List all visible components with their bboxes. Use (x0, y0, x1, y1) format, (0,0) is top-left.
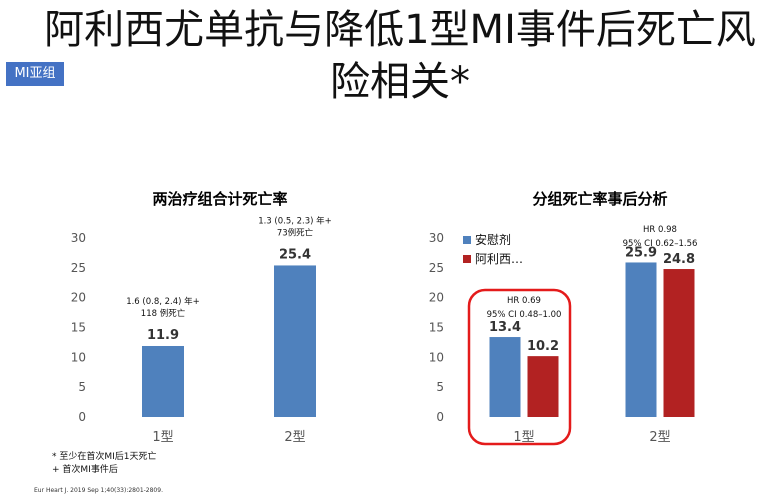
chart2-ytick-label: 15 (429, 321, 444, 335)
chart2-value-label: 13.4 (489, 320, 521, 335)
chart1-bar (142, 345, 184, 417)
chart2-legend-label: 阿利西… (475, 252, 523, 266)
citation: Eur Heart J. 2019 Sep 1;40(33):2801-2809… (34, 487, 163, 494)
chart2-category-label: 2型 (649, 430, 670, 445)
chart2-ytick-label: 25 (429, 261, 444, 275)
chart2-ytick-label: 20 (429, 291, 444, 305)
chart1-category-label: 1型 (152, 430, 173, 445)
chart1-ytick-label: 20 (71, 291, 86, 305)
chart2-annotation: 95% CI 0.62–1.56 (623, 239, 698, 249)
chart2-bar (663, 269, 695, 417)
chart2-bar (625, 262, 657, 417)
footnote-2: + 首次MI事件后 (52, 465, 118, 475)
chart1-annotation: 1.6 (0.8, 2.4) 年+ (126, 296, 200, 307)
chart1-annotation: 73例死亡 (277, 227, 314, 238)
chart1-value-label: 11.9 (147, 328, 179, 343)
chart1-ytick-label: 30 (71, 231, 86, 245)
chart2-annotation: 95% CI 0.48–1.00 (487, 310, 562, 320)
chart1-value-label: 25.4 (279, 247, 311, 262)
chart1-ytick-label: 0 (78, 410, 86, 424)
chart1-annotation: 118 例死亡 (141, 308, 186, 319)
chart2-ytick-label: 30 (429, 231, 444, 245)
chart1-annotation: 1.3 (0.5, 2.3) 年+ (258, 215, 332, 226)
chart2-value-label: 24.8 (663, 252, 695, 267)
chart1-category-label: 2型 (284, 430, 305, 445)
chart2-bar (527, 356, 559, 417)
chart1-bar (274, 265, 316, 417)
chart1-ytick-label: 5 (78, 380, 86, 394)
chart2-legend-label: 安慰剂 (475, 232, 511, 247)
chart2-legend-swatch (463, 236, 471, 244)
chart1-ytick-label: 25 (71, 261, 86, 275)
chart2-category-label: 1型 (513, 430, 534, 445)
chart1-ytick-label: 15 (71, 321, 86, 335)
chart2-legend-swatch (463, 255, 471, 263)
chart1-ytick-label: 10 (71, 350, 86, 364)
footnote-1: * 至少在首次MI后1天死亡 (52, 452, 157, 462)
chart2-ytick-label: 0 (436, 410, 444, 424)
chart2-title: 分组死亡率事后分析 (532, 190, 668, 208)
chart2-bar (489, 337, 521, 417)
chart2-highlight-box (467, 288, 572, 446)
chart2-annotation: HR 0.69 (507, 296, 541, 306)
chart1-title: 两治疗组合计死亡率 (152, 190, 288, 208)
chart2-value-label: 10.2 (527, 339, 559, 354)
chart2-value-label: 25.9 (625, 245, 657, 260)
chart2-ytick-label: 5 (436, 380, 444, 394)
chart2-annotation: HR 0.98 (643, 225, 677, 235)
slide-title: 阿利西尤单抗与降低1型MI事件后死亡风险相关* (44, 7, 756, 105)
subgroup-badge: MI亚组 (6, 62, 64, 86)
chart2-ytick-label: 10 (429, 350, 444, 364)
